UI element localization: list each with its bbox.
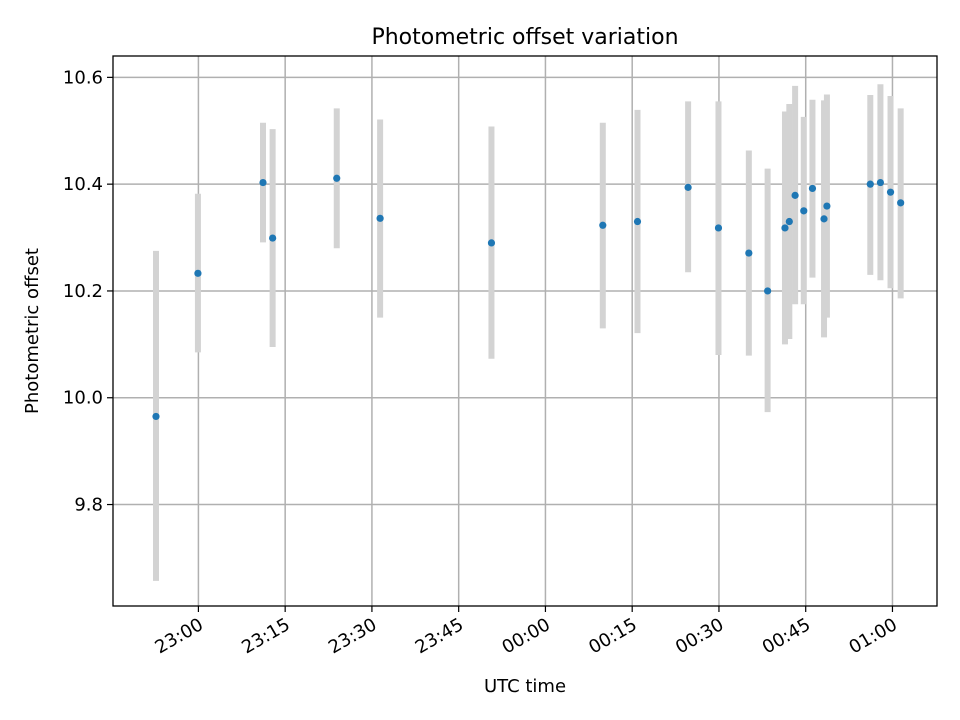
chart-title: Photometric offset variation	[371, 25, 678, 50]
data-point	[823, 202, 831, 210]
data-point	[800, 207, 808, 215]
data-point	[152, 412, 160, 421]
data-point	[745, 249, 753, 257]
data-point	[684, 183, 692, 191]
y-tick-label: 10.6	[63, 67, 103, 88]
data-point	[333, 174, 341, 182]
y-axis-label: Photometric offset	[22, 248, 43, 414]
data-point	[866, 180, 874, 188]
plot-frame	[112, 55, 938, 607]
data-point	[714, 224, 723, 232]
data-point	[633, 217, 642, 226]
y-tick-label: 10.4	[63, 174, 103, 195]
data-point	[876, 178, 885, 187]
data-point	[886, 188, 895, 196]
data-point	[897, 199, 905, 207]
y-tick-label: 10.0	[63, 388, 103, 409]
data-point	[820, 215, 828, 223]
y-tick-label: 9.8	[74, 495, 103, 516]
data-point	[764, 287, 772, 295]
data-point	[808, 184, 817, 193]
data-point	[259, 178, 267, 187]
data-point	[791, 191, 799, 199]
data-point	[194, 269, 202, 277]
data-point	[785, 217, 793, 226]
data-points	[152, 174, 905, 421]
data-point	[269, 234, 277, 242]
data-point	[599, 221, 607, 229]
data-point	[781, 224, 789, 232]
x-axis-label: UTC time	[484, 676, 566, 697]
data-point	[376, 214, 384, 222]
data-point	[487, 239, 496, 247]
grid-lines	[113, 56, 937, 606]
y-tick-label: 10.2	[63, 281, 103, 302]
y-axis-ticks: 9.8 10.0 10.2 10.4 10.6	[63, 67, 113, 516]
